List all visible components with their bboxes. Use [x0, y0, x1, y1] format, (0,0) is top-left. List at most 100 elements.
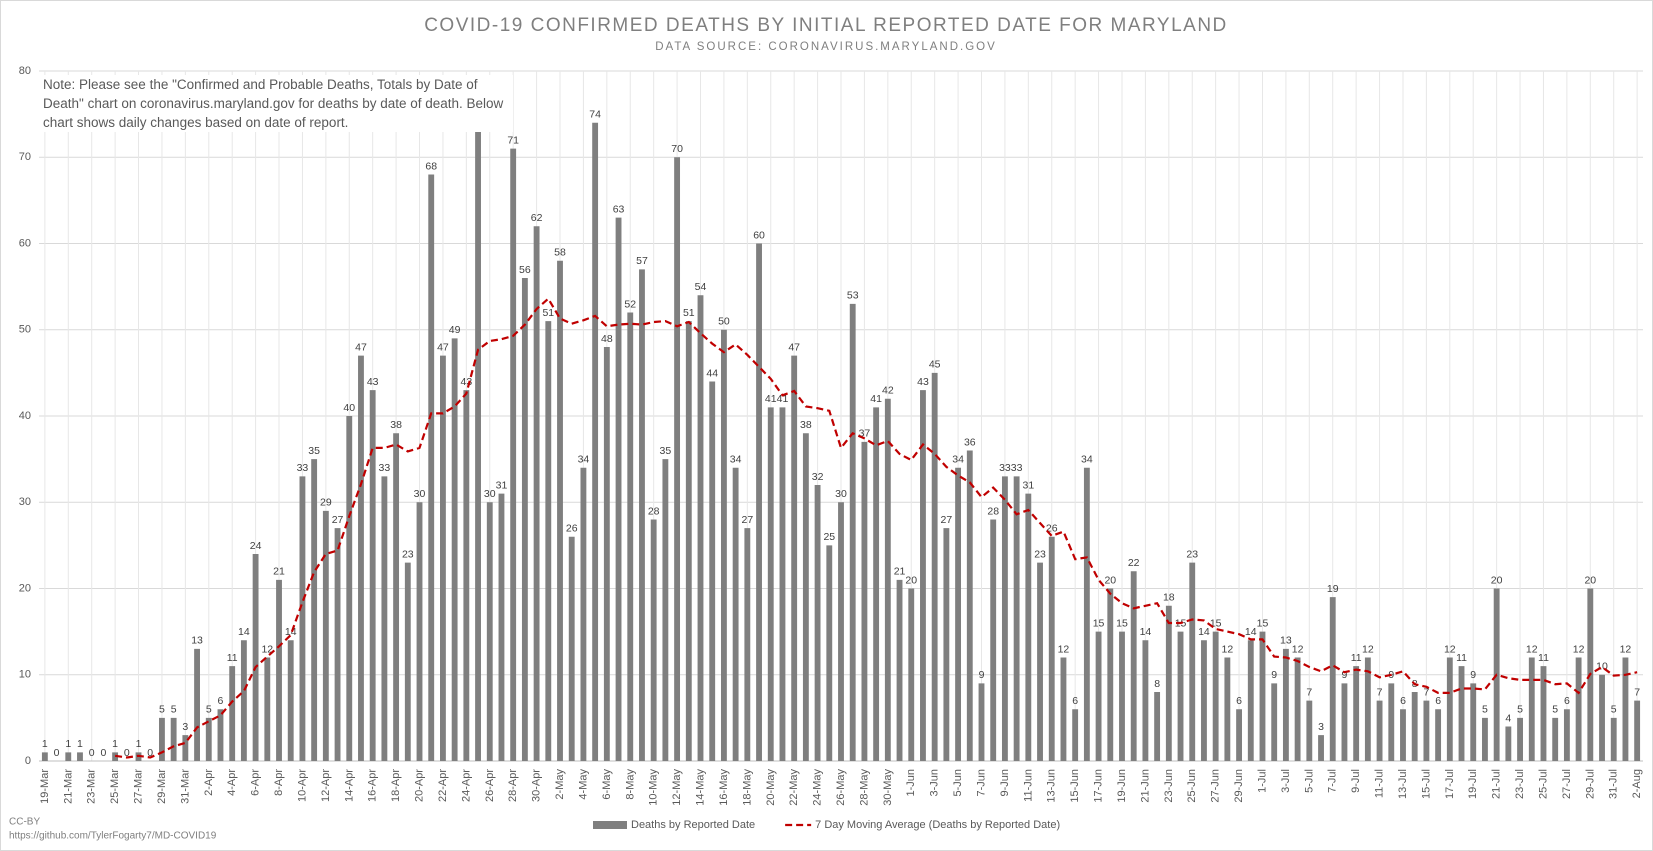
bar [639, 269, 645, 761]
x-tick-label: 30-May [882, 769, 894, 806]
bar [205, 717, 212, 761]
x-tick-label: 14-May [695, 769, 707, 806]
x-tick-label: 3-Jun [929, 769, 941, 797]
bar [358, 355, 364, 761]
data-label: 15 [1257, 617, 1269, 629]
x-tick-label: 22-Apr [437, 769, 449, 802]
x-tick-label: 29-Jul [1584, 769, 1596, 799]
bar [1072, 709, 1079, 761]
bar [1376, 700, 1383, 761]
x-tick-label: 5-Jul [1303, 769, 1315, 793]
data-label: 43 [917, 376, 929, 388]
x-tick-label: 13-Jul [1397, 769, 1409, 799]
x-tick-label: 6-May [601, 769, 613, 800]
data-label: 8 [1154, 678, 1160, 690]
data-label: 5 [159, 704, 165, 716]
bar [627, 312, 634, 761]
bar [1154, 692, 1161, 761]
y-tick-label: 30 [19, 496, 31, 508]
y-tick-label: 40 [19, 410, 31, 422]
data-label: 7 [1423, 686, 1429, 698]
bar [194, 648, 200, 761]
bar [1083, 467, 1090, 761]
data-label: 20 [1491, 574, 1503, 586]
bar [229, 666, 236, 761]
bar [744, 528, 751, 761]
data-label: 18 [1163, 592, 1175, 604]
data-label: 15 [1093, 617, 1105, 629]
data-label: 35 [308, 445, 320, 457]
bar [252, 554, 259, 761]
data-label: 34 [952, 454, 964, 466]
x-tick-label: 29-Mar [156, 769, 168, 804]
x-tick-label: 10-Apr [296, 769, 308, 802]
data-label: 43 [460, 376, 472, 388]
bar [299, 476, 306, 761]
data-label: 11 [1456, 652, 1467, 664]
bar [1318, 735, 1324, 761]
data-label: 12 [1058, 643, 1070, 655]
data-label: 52 [624, 298, 636, 310]
legend-label: Deaths by Reported Date [631, 819, 755, 831]
bar [1259, 631, 1266, 761]
data-label: 13 [191, 635, 203, 647]
data-label: 0 [124, 747, 130, 759]
bar [1142, 640, 1149, 761]
bar [557, 260, 563, 761]
chart-subtitle: DATA SOURCE: CORONAVIRUS.MARYLAND.GOV [655, 41, 997, 53]
data-label: 12 [1362, 643, 1374, 655]
bar [1353, 666, 1360, 761]
data-label: 1 [65, 738, 71, 750]
x-tick-label: 18-May [741, 769, 753, 806]
bar [650, 519, 657, 761]
bar [802, 433, 809, 761]
x-tick-label: 28-May [858, 769, 870, 806]
data-label: 42 [882, 385, 894, 397]
bar [1271, 683, 1278, 761]
data-label: 33 [297, 462, 309, 474]
moving-average-line [114, 296, 1638, 759]
bar [451, 338, 458, 761]
data-label: 34 [730, 454, 742, 466]
data-label: 50 [718, 316, 730, 328]
data-label: 44 [706, 367, 718, 379]
bar [861, 441, 868, 761]
y-tick-label: 10 [19, 669, 31, 681]
bar [41, 752, 48, 761]
data-label: 45 [929, 359, 941, 371]
bar [1025, 493, 1032, 761]
bar [1224, 657, 1231, 761]
data-label: 62 [531, 212, 543, 224]
bar [943, 528, 950, 761]
x-tick-label: 29-Jun [1233, 769, 1245, 803]
bar [1177, 631, 1184, 761]
bar [615, 217, 622, 761]
data-label: 10 [1596, 661, 1608, 673]
data-label: 12 [1292, 643, 1304, 655]
data-label: 26 [1046, 523, 1058, 535]
bar [170, 717, 177, 761]
x-tick-label: 20-Apr [414, 769, 426, 802]
x-tick-label: 1-Jul [1256, 769, 1268, 793]
data-label: 34 [578, 454, 590, 466]
bar [849, 303, 856, 761]
data-label: 6 [1236, 695, 1242, 707]
x-tick-label: 2-May [554, 769, 566, 800]
bar [767, 407, 774, 761]
bar [311, 459, 318, 761]
bar [521, 278, 528, 761]
x-tick-label: 30-Apr [531, 769, 543, 802]
bar [580, 467, 587, 761]
data-label: 9 [1470, 669, 1476, 681]
x-tick-label: 2-Apr [203, 769, 215, 796]
annotation: Note: Please see the "Confirmed and Prob… [43, 75, 513, 132]
bar [1552, 717, 1559, 761]
bar [1458, 666, 1465, 761]
bar [545, 321, 552, 761]
data-label: 43 [367, 376, 379, 388]
bar [1435, 709, 1442, 761]
bar [264, 657, 271, 761]
bar [685, 321, 692, 761]
data-label: 34 [1081, 454, 1093, 466]
x-tick-label: 21-Jun [1139, 769, 1151, 803]
